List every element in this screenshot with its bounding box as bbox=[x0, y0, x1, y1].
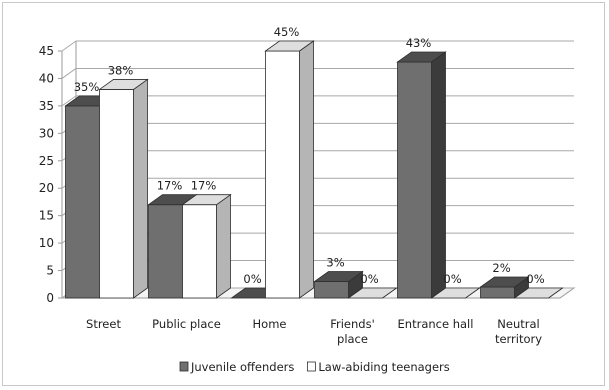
bar bbox=[148, 204, 183, 299]
bar-top bbox=[181, 194, 232, 206]
data-label: 0% bbox=[443, 272, 461, 286]
data-label: 17% bbox=[191, 179, 217, 193]
legend-label: Law-abiding teenagers bbox=[318, 360, 449, 374]
y-tick-label: 30 bbox=[39, 126, 54, 140]
bar bbox=[99, 89, 134, 299]
bar-top bbox=[479, 276, 530, 288]
bar-top bbox=[98, 79, 149, 90]
y-tick-label: 10 bbox=[39, 236, 54, 250]
data-label: 0% bbox=[526, 272, 544, 286]
data-label: 45% bbox=[274, 25, 300, 39]
bar bbox=[314, 281, 349, 299]
bar-top bbox=[513, 287, 564, 299]
x-tick-label: Entrance hall bbox=[398, 317, 474, 331]
data-label: 17% bbox=[157, 179, 183, 193]
gridline-side bbox=[61, 95, 77, 107]
bar bbox=[265, 50, 300, 299]
y-tick-label: 5 bbox=[46, 264, 54, 278]
y-tick-label: 25 bbox=[39, 154, 54, 168]
bar bbox=[480, 286, 515, 299]
data-label: 2% bbox=[492, 261, 510, 275]
data-label: 0% bbox=[360, 272, 378, 286]
legend-swatch bbox=[306, 361, 316, 372]
bar bbox=[65, 105, 100, 299]
data-label: 35% bbox=[74, 80, 100, 94]
bar-top bbox=[396, 51, 447, 63]
data-label: 3% bbox=[326, 256, 344, 270]
data-label: 0% bbox=[243, 272, 261, 286]
x-tick-label: Public place bbox=[152, 317, 221, 331]
bar-top bbox=[430, 287, 481, 299]
bar-side bbox=[216, 193, 231, 299]
bar-top bbox=[347, 287, 398, 299]
legend-swatch bbox=[179, 361, 189, 372]
y-tick-label: 35 bbox=[39, 99, 54, 113]
x-tick-label: Neutral bbox=[497, 317, 539, 331]
y-tick-label: 15 bbox=[39, 209, 54, 223]
y-tick-label: 45 bbox=[39, 44, 54, 58]
bar bbox=[397, 61, 432, 299]
bar-side bbox=[431, 51, 446, 299]
x-tick-label: territory bbox=[495, 332, 542, 346]
y-tick-label: 40 bbox=[39, 71, 54, 85]
x-tick-label: Friends' bbox=[330, 317, 375, 331]
data-label: 43% bbox=[406, 36, 432, 50]
y-tick-label: 0 bbox=[46, 291, 54, 305]
legend-label: Juvenile offenders bbox=[190, 360, 294, 374]
bar bbox=[182, 204, 217, 299]
gridline-side bbox=[61, 68, 77, 79]
bar-side bbox=[133, 78, 148, 299]
data-label: 38% bbox=[108, 63, 134, 77]
y-tick-label: 20 bbox=[39, 181, 54, 195]
x-tick-label: Home bbox=[253, 317, 287, 331]
gridline-side bbox=[61, 40, 77, 52]
x-tick-label: Street bbox=[86, 317, 121, 331]
bar-top bbox=[264, 40, 315, 52]
bar-side bbox=[299, 40, 314, 299]
x-tick-label: place bbox=[337, 332, 368, 346]
bar-top bbox=[313, 271, 364, 282]
